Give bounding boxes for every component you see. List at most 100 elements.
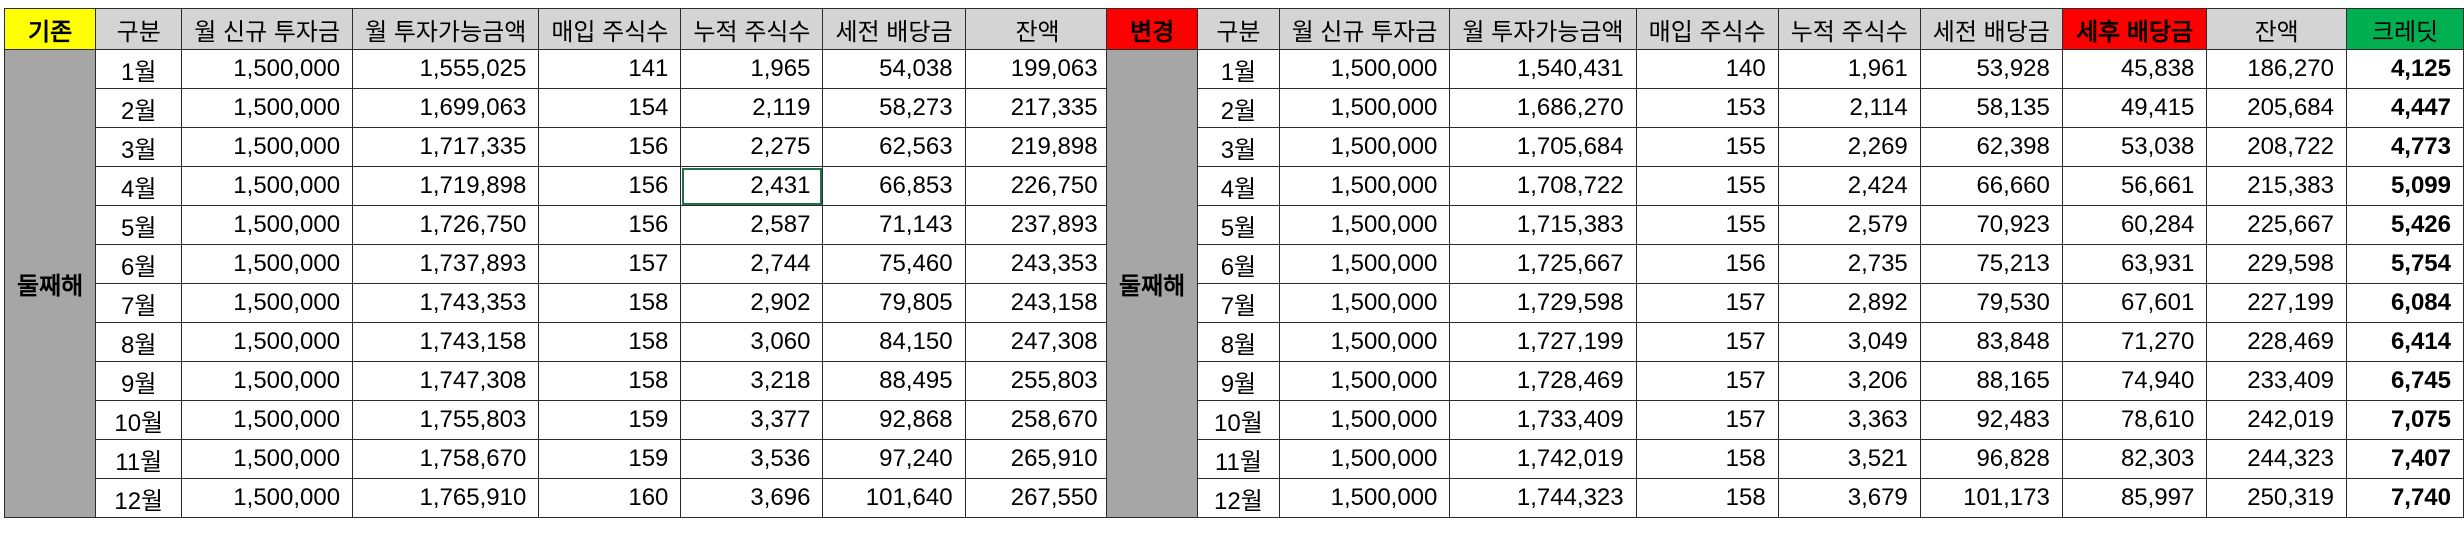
cell-monthly-new-investment[interactable]: 1,500,000 [181, 283, 354, 323]
cell-monthly-new-investment[interactable]: 1,500,000 [181, 361, 354, 401]
cell-month[interactable]: 4월 [95, 166, 183, 206]
cell-monthly-new-investment[interactable]: 1,500,000 [181, 127, 354, 167]
cell-month[interactable]: 6월 [1197, 244, 1280, 284]
cell-pretax-dividend[interactable]: 83,848 [1919, 322, 2063, 362]
cell-shares-bought[interactable]: 157 [1635, 361, 1779, 401]
cell-shares-bought[interactable]: 157 [1635, 283, 1779, 323]
cell-month[interactable]: 8월 [95, 322, 183, 362]
cell-monthly-new-investment[interactable]: 1,500,000 [181, 244, 354, 284]
cell-cumulative-shares[interactable]: 3,060 [680, 322, 824, 362]
cell-shares-bought[interactable]: 156 [538, 127, 682, 167]
cell-credit[interactable]: 5,754 [2345, 244, 2464, 284]
cell-balance[interactable]: 186,270 [2206, 49, 2347, 89]
cell-pretax-dividend[interactable]: 75,213 [1919, 244, 2063, 284]
cell-aftertax-dividend[interactable]: 85,997 [2061, 478, 2208, 518]
cell-balance[interactable]: 233,409 [2206, 361, 2347, 401]
cell-credit[interactable]: 5,099 [2345, 166, 2464, 206]
cell-pretax-dividend[interactable]: 88,495 [822, 361, 966, 401]
cell-monthly-investable-amount[interactable]: 1,699,063 [352, 88, 540, 128]
cell-cumulative-shares[interactable]: 2,902 [680, 283, 824, 323]
cell-cumulative-shares[interactable]: 2,431 [680, 166, 824, 206]
cell-balance[interactable]: 258,670 [964, 400, 1111, 440]
cell-monthly-new-investment[interactable]: 1,500,000 [181, 205, 354, 245]
cell-monthly-investable-amount[interactable]: 1,725,667 [1449, 244, 1637, 284]
cell-monthly-new-investment[interactable]: 1,500,000 [181, 166, 354, 206]
cell-aftertax-dividend[interactable]: 82,303 [2061, 439, 2208, 479]
cell-shares-bought[interactable]: 156 [538, 205, 682, 245]
cell-month[interactable]: 10월 [1197, 400, 1280, 440]
cell-cumulative-shares[interactable]: 2,114 [1777, 88, 1921, 128]
cell-credit[interactable]: 4,125 [2345, 49, 2464, 89]
cell-pretax-dividend[interactable]: 54,038 [822, 49, 966, 89]
cell-month[interactable]: 11월 [95, 439, 183, 479]
cell-aftertax-dividend[interactable]: 71,270 [2061, 322, 2208, 362]
cell-shares-bought[interactable]: 141 [538, 49, 682, 89]
cell-pretax-dividend[interactable]: 79,530 [1919, 283, 2063, 323]
cell-month[interactable]: 4월 [1197, 166, 1280, 206]
cell-monthly-investable-amount[interactable]: 1,733,409 [1449, 400, 1637, 440]
cell-month[interactable]: 3월 [1197, 127, 1280, 167]
cell-monthly-new-investment[interactable]: 1,500,000 [1278, 88, 1451, 128]
cell-aftertax-dividend[interactable]: 45,838 [2061, 49, 2208, 89]
cell-monthly-new-investment[interactable]: 1,500,000 [1278, 49, 1451, 89]
cell-monthly-new-investment[interactable]: 1,500,000 [1278, 478, 1451, 518]
cell-cumulative-shares[interactable]: 3,206 [1777, 361, 1921, 401]
cell-balance[interactable]: 243,353 [964, 244, 1111, 284]
cell-pretax-dividend[interactable]: 66,853 [822, 166, 966, 206]
cell-shares-bought[interactable]: 159 [538, 439, 682, 479]
cell-aftertax-dividend[interactable]: 63,931 [2061, 244, 2208, 284]
cell-pretax-dividend[interactable]: 62,563 [822, 127, 966, 167]
cell-credit[interactable]: 6,745 [2345, 361, 2464, 401]
cell-monthly-investable-amount[interactable]: 1,755,803 [352, 400, 540, 440]
cell-monthly-investable-amount[interactable]: 1,715,383 [1449, 205, 1637, 245]
cell-shares-bought[interactable]: 156 [538, 166, 682, 206]
cell-shares-bought[interactable]: 155 [1635, 205, 1779, 245]
cell-pretax-dividend[interactable]: 70,923 [1919, 205, 2063, 245]
cell-monthly-investable-amount[interactable]: 1,717,335 [352, 127, 540, 167]
cell-cumulative-shares[interactable]: 2,119 [680, 88, 824, 128]
cell-pretax-dividend[interactable]: 88,165 [1919, 361, 2063, 401]
cell-aftertax-dividend[interactable]: 60,284 [2061, 205, 2208, 245]
cell-shares-bought[interactable]: 158 [538, 283, 682, 323]
cell-pretax-dividend[interactable]: 79,805 [822, 283, 966, 323]
cell-month[interactable]: 9월 [1197, 361, 1280, 401]
cell-balance[interactable]: 225,667 [2206, 205, 2347, 245]
cell-monthly-new-investment[interactable]: 1,500,000 [181, 478, 354, 518]
cell-pretax-dividend[interactable]: 84,150 [822, 322, 966, 362]
cell-monthly-new-investment[interactable]: 1,500,000 [181, 88, 354, 128]
cell-cumulative-shares[interactable]: 2,587 [680, 205, 824, 245]
cell-month[interactable]: 11월 [1197, 439, 1280, 479]
cell-pretax-dividend[interactable]: 101,640 [822, 478, 966, 518]
cell-pretax-dividend[interactable]: 97,240 [822, 439, 966, 479]
cell-monthly-new-investment[interactable]: 1,500,000 [1278, 361, 1451, 401]
cell-cumulative-shares[interactable]: 3,696 [680, 478, 824, 518]
cell-balance[interactable]: 242,019 [2206, 400, 2347, 440]
cell-monthly-investable-amount[interactable]: 1,747,308 [352, 361, 540, 401]
cell-pretax-dividend[interactable]: 62,398 [1919, 127, 2063, 167]
cell-aftertax-dividend[interactable]: 78,610 [2061, 400, 2208, 440]
cell-credit[interactable]: 6,414 [2345, 322, 2464, 362]
cell-monthly-new-investment[interactable]: 1,500,000 [181, 49, 354, 89]
cell-month[interactable]: 7월 [1197, 283, 1280, 323]
cell-monthly-new-investment[interactable]: 1,500,000 [1278, 127, 1451, 167]
cell-cumulative-shares[interactable]: 2,424 [1777, 166, 1921, 206]
cell-monthly-new-investment[interactable]: 1,500,000 [1278, 400, 1451, 440]
cell-monthly-new-investment[interactable]: 1,500,000 [1278, 205, 1451, 245]
cell-pretax-dividend[interactable]: 101,173 [1919, 478, 2063, 518]
cell-balance[interactable]: 267,550 [964, 478, 1111, 518]
cell-aftertax-dividend[interactable]: 56,661 [2061, 166, 2208, 206]
cell-month[interactable]: 1월 [95, 49, 183, 89]
cell-balance[interactable]: 265,910 [964, 439, 1111, 479]
cell-cumulative-shares[interactable]: 2,579 [1777, 205, 1921, 245]
cell-month[interactable]: 9월 [95, 361, 183, 401]
cell-balance[interactable]: 219,898 [964, 127, 1111, 167]
cell-pretax-dividend[interactable]: 58,135 [1919, 88, 2063, 128]
cell-monthly-investable-amount[interactable]: 1,686,270 [1449, 88, 1637, 128]
cell-aftertax-dividend[interactable]: 67,601 [2061, 283, 2208, 323]
cell-pretax-dividend[interactable]: 66,660 [1919, 166, 2063, 206]
cell-balance[interactable]: 217,335 [964, 88, 1111, 128]
cell-monthly-investable-amount[interactable]: 1,727,199 [1449, 322, 1637, 362]
cell-monthly-investable-amount[interactable]: 1,719,898 [352, 166, 540, 206]
cell-shares-bought[interactable]: 158 [1635, 478, 1779, 518]
cell-cumulative-shares[interactable]: 3,679 [1777, 478, 1921, 518]
